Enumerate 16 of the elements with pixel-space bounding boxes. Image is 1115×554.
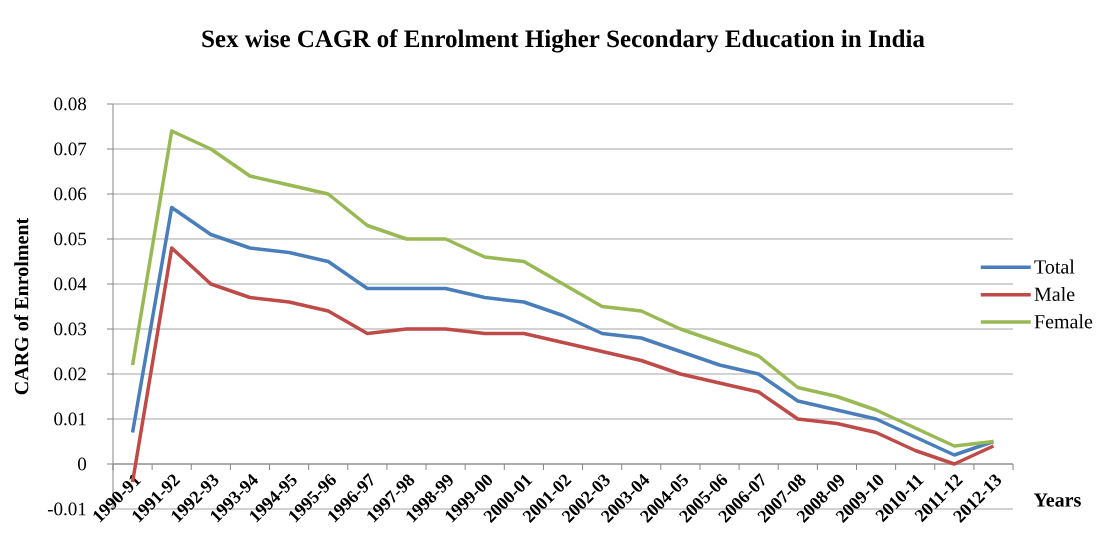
y-tick-label: 0.04 <box>54 277 87 291</box>
y-tick-label: 0.05 <box>54 232 87 246</box>
legend-label: Male <box>1034 286 1075 302</box>
y-tick-label: 0.03 <box>54 322 87 336</box>
legend-label: Female <box>1034 314 1093 329</box>
y-axis-title: CARG of Enrolment <box>14 217 29 395</box>
y-tick-label: 0.06 <box>54 187 87 201</box>
x-axis-title: Years <box>1033 493 1081 507</box>
legend-label: Total <box>1034 259 1075 274</box>
y-tick-label: 0.07 <box>54 142 87 156</box>
y-tick-label: -0.01 <box>47 502 86 516</box>
chart-title: Sex wise CAGR of Enrolment Higher Secondary Education in India <box>202 29 925 53</box>
y-tick-label: 0.08 <box>54 97 87 111</box>
y-tick-label: 0.02 <box>54 367 86 381</box>
y-tick-label: 0 <box>78 457 87 471</box>
y-tick-label: 0.01 <box>54 412 86 426</box>
